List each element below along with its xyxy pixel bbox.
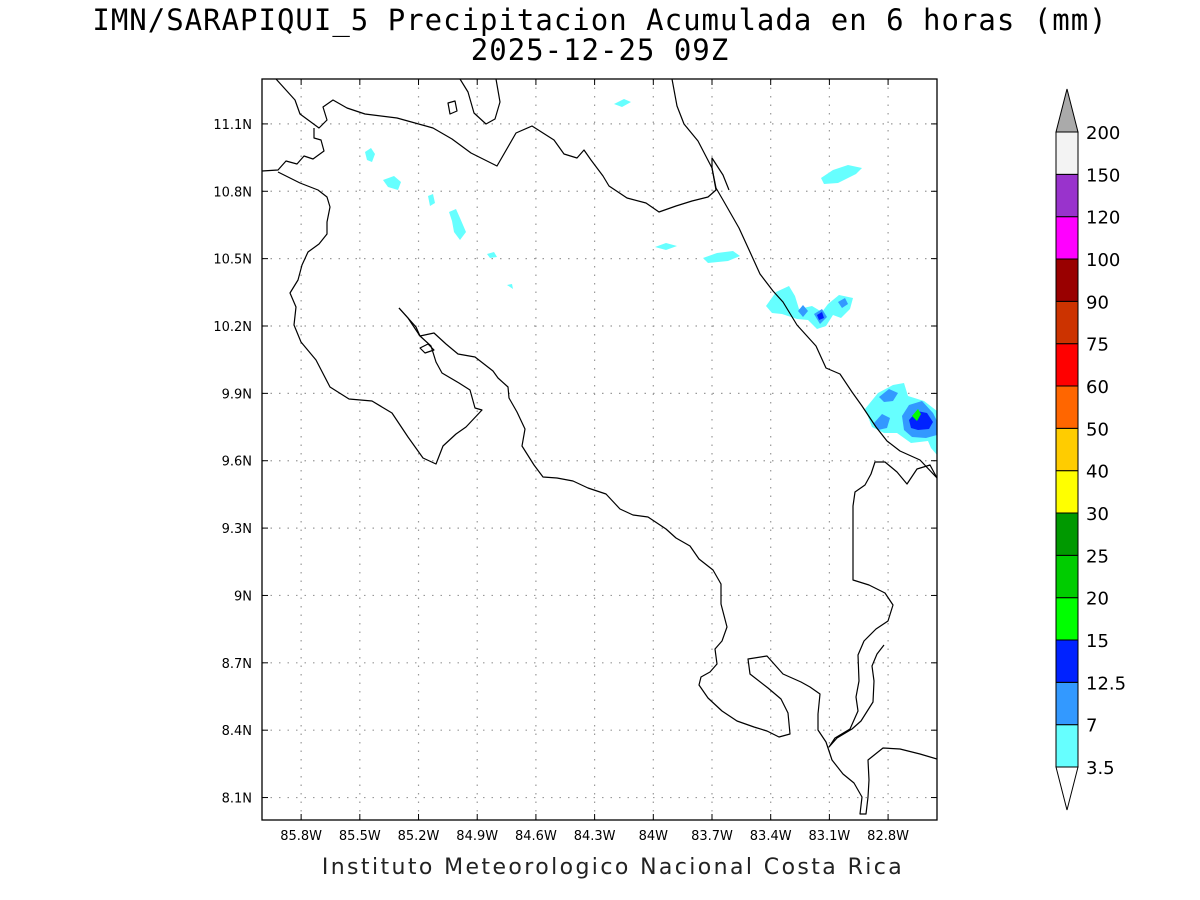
colorbar-label: 40 <box>1086 462 1109 483</box>
colorbar-swatch <box>1055 300 1079 345</box>
colorbar: 3.5 7 12.5 15 20 25 30 40 50 60 75 90 100 120 150 200 <box>1055 88 1126 811</box>
precip-area <box>507 284 513 289</box>
x-tick-label: 84.9W <box>456 829 498 844</box>
precip-area <box>817 312 824 320</box>
colorbar-swatch <box>1055 639 1079 683</box>
colorbar-label: 3.5 <box>1086 758 1115 779</box>
colorbar-label: 25 <box>1086 546 1109 567</box>
x-tick-label: 83.4W <box>750 829 792 844</box>
precip-area <box>487 252 497 258</box>
precip-area <box>428 194 435 206</box>
y-tick-label: 9.3N <box>222 522 252 537</box>
x-tick-label: 85.2W <box>398 829 440 844</box>
y-tick-label: 8.7N <box>222 657 252 672</box>
colorbar-swatch <box>1055 216 1079 260</box>
y-tick-label: 9.9N <box>222 387 252 402</box>
colorbar-label: 200 <box>1086 123 1120 144</box>
x-tick-label: 84.3W <box>574 829 616 844</box>
colorbar-swatch <box>1055 385 1079 429</box>
precip-area <box>365 148 375 162</box>
colorbar-swatch <box>1055 512 1079 556</box>
colorbar-label: 20 <box>1086 589 1109 610</box>
colorbar-label: 120 <box>1086 208 1120 229</box>
colorbar-swatch <box>1055 597 1079 641</box>
colorbar-swatch <box>1055 343 1079 387</box>
colorbar-swatch <box>1055 470 1079 514</box>
precip-area <box>655 243 677 250</box>
colorbar-over-triangle <box>1055 88 1079 133</box>
latitude-ticks: 8.1N 8.4N 8.7N 9N 9.3N 9.6N 9.9N 10.2N 10.5N 10.8… <box>213 118 937 807</box>
precip-area <box>703 251 740 263</box>
precip-area <box>838 298 848 308</box>
precip-area <box>874 414 890 430</box>
y-tick-label: 8.1N <box>222 792 252 807</box>
y-tick-label: 11.1N <box>213 118 252 133</box>
y-tick-label: 10.8N <box>213 185 252 200</box>
colorbar-label: 100 <box>1086 250 1120 271</box>
precip-area <box>449 209 466 240</box>
precip-area <box>798 305 808 317</box>
colorbar-label: 7 <box>1086 716 1097 737</box>
colorbar-label: 60 <box>1086 377 1109 398</box>
colorbar-label: 75 <box>1086 335 1109 356</box>
colorbar-label: 50 <box>1086 419 1109 440</box>
precip-area <box>383 176 401 190</box>
colorbar-swatch <box>1055 258 1079 302</box>
y-tick-label: 10.5N <box>213 253 252 268</box>
colorbar-label: 15 <box>1086 631 1109 652</box>
y-tick-label: 8.4N <box>222 724 252 739</box>
precip-area <box>912 409 921 421</box>
precip-area <box>614 99 631 107</box>
colorbar-swatch <box>1055 681 1079 726</box>
map-subtitle-datetime: 2025-12-25 09Z <box>470 33 730 67</box>
x-tick-label: 85.8W <box>280 829 322 844</box>
colorbar-swatch <box>1055 554 1079 599</box>
colorbar-under-triangle <box>1055 766 1079 811</box>
y-tick-label: 9N <box>234 589 252 604</box>
colorbar-label: 150 <box>1086 165 1120 186</box>
colorbar-label: 30 <box>1086 504 1109 525</box>
x-tick-label: 85.5W <box>339 829 381 844</box>
colorbar-swatch <box>1055 427 1079 472</box>
colorbar-label: 90 <box>1086 292 1109 313</box>
precip-area <box>879 389 898 402</box>
x-tick-label: 83.7W <box>691 829 733 844</box>
footer-credit: Instituto Meteorologico Nacional Costa R… <box>321 855 905 880</box>
colorbar-label: 12.5 <box>1086 673 1126 694</box>
map-frame <box>261 78 938 821</box>
precip-shading <box>365 99 937 455</box>
precip-area <box>821 165 862 184</box>
y-tick-label: 9.6N <box>222 455 252 470</box>
precip-area <box>766 286 853 329</box>
colorbar-swatch <box>1055 131 1079 175</box>
x-tick-label: 82.8W <box>867 829 909 844</box>
coastline <box>262 79 937 815</box>
y-tick-label: 10.2N <box>213 320 252 335</box>
x-tick-label: 84.6W <box>515 829 557 844</box>
longitude-ticks: 85.8W 85.5W 85.2W 84.9W 84.6W 84.3W 84W 83.7W 83… <box>280 79 909 844</box>
colorbar-swatch <box>1055 724 1079 768</box>
x-tick-label: 83.1W <box>808 829 850 844</box>
map-gridlines <box>262 79 937 820</box>
colorbar-swatch <box>1055 173 1079 218</box>
map-title: IMN/SARAPIQUI_5 Precipitacion Acumulada … <box>92 3 1108 37</box>
x-tick-label: 84W <box>639 829 669 844</box>
